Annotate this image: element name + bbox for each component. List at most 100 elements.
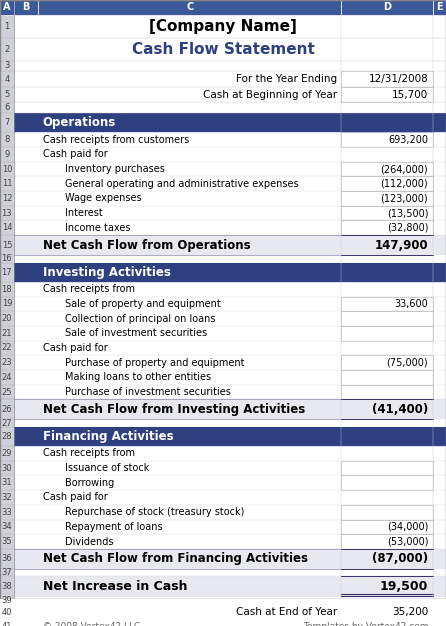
Text: 36: 36: [1, 554, 12, 563]
Text: 29: 29: [2, 449, 12, 458]
Text: 41: 41: [2, 622, 12, 626]
Text: Net Cash Flow from Financing Activities: Net Cash Flow from Financing Activities: [42, 552, 308, 565]
Text: 12: 12: [2, 194, 12, 203]
Text: (87,000): (87,000): [372, 552, 428, 565]
Text: Interest: Interest: [65, 208, 103, 218]
Text: © 2008 Vertex42 LLC: © 2008 Vertex42 LLC: [42, 622, 140, 626]
Text: 14: 14: [2, 223, 12, 232]
Bar: [13, 162, 446, 177]
Text: Dividends: Dividends: [65, 536, 113, 546]
Text: 31: 31: [2, 478, 12, 487]
Text: 7: 7: [4, 118, 9, 127]
Text: 16: 16: [2, 254, 12, 264]
Text: 33: 33: [1, 508, 12, 516]
Text: 40: 40: [2, 608, 12, 617]
Text: 35: 35: [2, 537, 12, 546]
Bar: [341, 206, 433, 220]
Text: Financing Activities: Financing Activities: [42, 430, 173, 443]
Text: 26: 26: [2, 405, 12, 414]
Bar: [341, 385, 433, 399]
Bar: [13, 147, 446, 162]
Text: Cash at Beginning of Year: Cash at Beginning of Year: [202, 90, 337, 100]
Bar: [433, 0, 446, 15]
Text: Investing Activities: Investing Activities: [42, 266, 170, 279]
Text: 20: 20: [2, 314, 12, 323]
Text: 6: 6: [4, 103, 9, 113]
Text: Collection of principal on loans: Collection of principal on loans: [65, 314, 215, 324]
Bar: [341, 87, 433, 103]
Text: Purchase of property and equipment: Purchase of property and equipment: [65, 357, 244, 367]
Text: 25: 25: [2, 387, 12, 396]
Text: 15,700: 15,700: [392, 90, 428, 100]
Bar: [13, 311, 446, 326]
Bar: [13, 220, 446, 235]
Text: Cash receipts from: Cash receipts from: [42, 448, 135, 458]
Text: 8: 8: [4, 135, 9, 144]
Text: 22: 22: [2, 344, 12, 352]
Text: 17: 17: [2, 268, 12, 277]
Text: 39: 39: [2, 597, 12, 605]
Text: Sale of investment securities: Sale of investment securities: [65, 328, 207, 338]
Text: 37: 37: [1, 568, 12, 577]
Bar: [341, 605, 433, 620]
Bar: [13, 549, 446, 568]
Text: Net Cash Flow from Operations: Net Cash Flow from Operations: [42, 239, 250, 252]
Bar: [341, 132, 433, 147]
Text: 21: 21: [2, 329, 12, 338]
Text: Wage expenses: Wage expenses: [65, 193, 141, 203]
Bar: [13, 235, 446, 255]
Text: (32,800): (32,800): [387, 223, 428, 233]
Text: General operating and administrative expenses: General operating and administrative exp…: [65, 179, 298, 189]
Text: (75,000): (75,000): [387, 357, 428, 367]
Text: (123,000): (123,000): [380, 193, 428, 203]
Bar: [0, 0, 13, 600]
Bar: [13, 461, 446, 476]
Text: Net Increase in Cash: Net Increase in Cash: [42, 580, 187, 593]
Text: [Company Name]: [Company Name]: [149, 19, 297, 34]
Bar: [13, 446, 446, 461]
Text: Cash receipts from: Cash receipts from: [42, 284, 135, 294]
Text: 38: 38: [1, 582, 12, 592]
Text: Purchase of investment securities: Purchase of investment securities: [65, 387, 231, 397]
Text: (264,000): (264,000): [380, 164, 428, 174]
Bar: [13, 476, 446, 490]
Text: 2: 2: [4, 44, 9, 54]
Bar: [13, 326, 446, 341]
Text: E: E: [436, 3, 442, 13]
Bar: [13, 490, 446, 505]
Text: Inventory purchases: Inventory purchases: [65, 164, 165, 174]
Text: Income taxes: Income taxes: [65, 223, 130, 233]
Bar: [38, 0, 341, 15]
Text: Cash Flow Statement: Cash Flow Statement: [132, 42, 314, 56]
Text: 28: 28: [2, 432, 12, 441]
Text: D: D: [383, 3, 391, 13]
Text: 18: 18: [2, 285, 12, 294]
Text: 32: 32: [2, 493, 12, 502]
Text: Templates by Vertex42.com: Templates by Vertex42.com: [303, 622, 428, 626]
Bar: [13, 577, 446, 597]
Text: Repurchase of stock (treasury stock): Repurchase of stock (treasury stock): [65, 507, 244, 517]
Text: 30: 30: [2, 464, 12, 473]
Text: 15: 15: [2, 240, 12, 250]
Text: 35,200: 35,200: [392, 607, 428, 617]
Bar: [13, 520, 446, 534]
Text: Borrowing: Borrowing: [65, 478, 114, 488]
Bar: [341, 311, 433, 326]
Text: 34: 34: [2, 522, 12, 531]
Bar: [13, 370, 446, 385]
Text: 147,900: 147,900: [375, 239, 428, 252]
Bar: [341, 370, 433, 385]
Bar: [13, 356, 446, 370]
Text: For the Year Ending: For the Year Ending: [235, 74, 337, 84]
Bar: [341, 0, 433, 15]
Text: 4: 4: [4, 74, 9, 84]
Bar: [13, 297, 446, 311]
Bar: [13, 191, 446, 206]
Text: 5: 5: [4, 90, 9, 99]
Bar: [0, 0, 13, 15]
Bar: [13, 132, 446, 147]
Text: (53,000): (53,000): [387, 536, 428, 546]
Text: 13: 13: [2, 208, 12, 218]
Text: Sale of property and equipment: Sale of property and equipment: [65, 299, 221, 309]
Text: (13,500): (13,500): [387, 208, 428, 218]
